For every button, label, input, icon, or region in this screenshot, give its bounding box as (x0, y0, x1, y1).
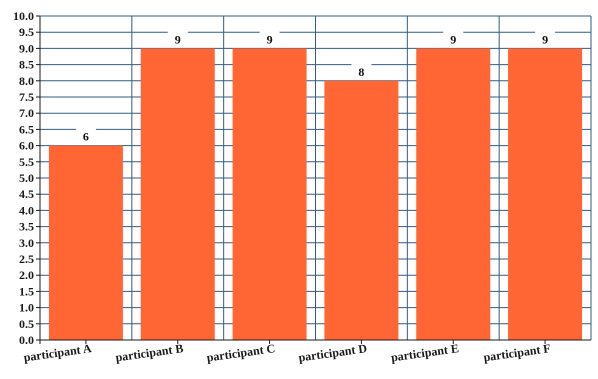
y-tick-label: 7.0 (19, 106, 34, 120)
y-tick-label: 10.0 (13, 9, 34, 23)
bar (48, 145, 123, 340)
y-tick-label: 0.5 (19, 317, 34, 331)
data-label: 8 (358, 65, 364, 79)
y-tick-label: 3.5 (19, 220, 34, 234)
y-tick-label: 1.5 (19, 284, 34, 298)
data-label: 9 (267, 32, 273, 46)
y-tick-label: 0.0 (19, 333, 34, 347)
data-label: 9 (175, 32, 181, 46)
y-tick-label: 1.0 (19, 301, 34, 315)
y-tick-label: 9.5 (19, 25, 34, 39)
bar (232, 48, 307, 341)
bar (324, 80, 399, 341)
data-label-box (167, 30, 188, 47)
axes (36, 15, 591, 344)
data-label-box (75, 127, 96, 144)
data-label-box (535, 30, 556, 47)
data-label: 9 (450, 32, 456, 46)
y-tick-label: 6.5 (19, 122, 34, 136)
y-tick-label: 6.0 (19, 139, 34, 153)
y-tick-label: 9.0 (19, 41, 34, 55)
y-tick-label: 5.5 (19, 155, 34, 169)
data-labels: 6 9 9 8 9 9 (75, 30, 556, 144)
y-tick-label: 2.5 (19, 252, 34, 266)
y-tick-label: 7.5 (19, 90, 34, 104)
data-label-box (351, 62, 372, 79)
y-tick-label: 4.0 (19, 203, 34, 217)
bar (140, 48, 215, 341)
data-label-box (443, 30, 464, 47)
bar (508, 48, 583, 341)
bar (416, 48, 491, 341)
y-tick-label: 5.0 (19, 171, 34, 185)
data-label-box (259, 30, 280, 47)
bar-series (48, 48, 583, 341)
y-tick-label: 8.0 (19, 74, 34, 88)
y-tick-label: 3.0 (19, 236, 34, 250)
y-tick-label: 4.5 (19, 187, 34, 201)
y-tick-label: 2.0 (19, 268, 34, 282)
y-axis-tick-labels: 0.0 0.5 1.0 1.5 2.0 2.5 3.0 3.5 4.0 4.5 5.0 5.5 6.0 6… (13, 9, 34, 347)
data-label: 9 (542, 32, 548, 46)
data-label: 6 (83, 130, 89, 144)
y-tick-label: 8.5 (19, 58, 34, 72)
